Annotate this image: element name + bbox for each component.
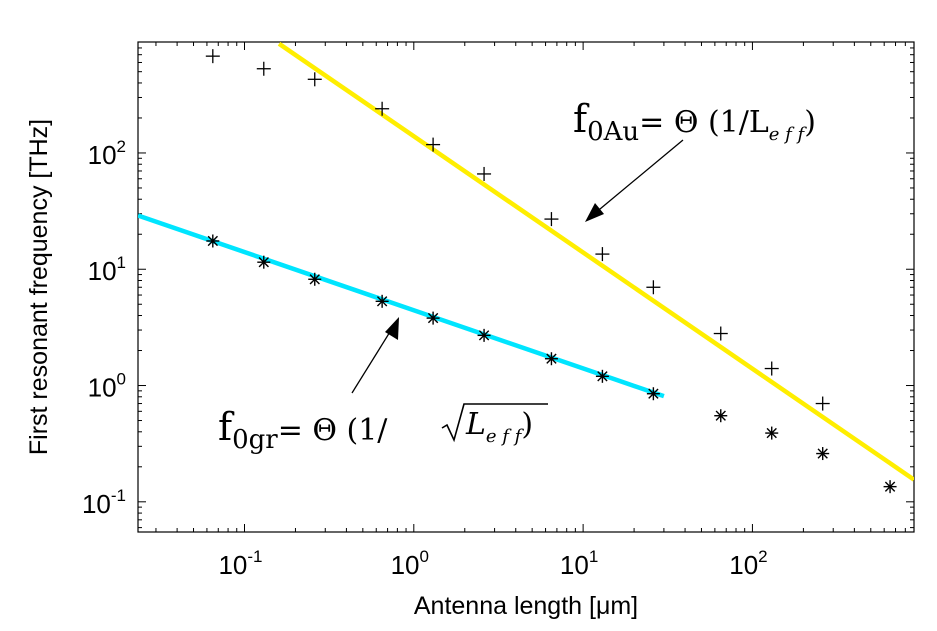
annotation-au-sub: 0Au xyxy=(587,117,639,147)
star-marker-d2 xyxy=(427,312,439,324)
annotation-au-eff: e f f xyxy=(769,124,808,145)
plot-frame xyxy=(137,41,915,533)
plus-marker xyxy=(646,280,661,295)
plot-area xyxy=(137,41,915,533)
plus-marker xyxy=(595,247,610,262)
star-marker xyxy=(426,311,440,325)
star-marker xyxy=(206,234,220,248)
annotation-gr-main: f xyxy=(218,405,235,449)
plus-marker xyxy=(713,326,728,341)
star-marker-d2 xyxy=(817,448,828,459)
star-marker-d2 xyxy=(597,371,608,382)
arrow-au-shaft xyxy=(593,139,684,215)
x-tick-label: 10-1 xyxy=(218,547,262,580)
star-marker xyxy=(816,447,830,461)
annotation-gr-text: = Θ (1/ xyxy=(278,413,389,448)
y-tick-label: 10-1 xyxy=(82,486,126,519)
y-tick-label: 102 xyxy=(88,137,126,170)
fit-lines xyxy=(138,42,914,482)
major-ticks xyxy=(138,42,914,532)
star-marker xyxy=(308,272,322,286)
annotation-gr-radicand: L xyxy=(465,407,486,442)
star-marker xyxy=(257,255,271,269)
x-axis-title: Antenna length [μm] xyxy=(414,592,638,620)
arrow-gr-shaft xyxy=(351,326,394,394)
svg-text:Le f f): Le f f) xyxy=(465,407,533,447)
star-marker-d2 xyxy=(715,410,726,421)
y-tick-label: 101 xyxy=(88,253,126,286)
y-tick-label: 100 xyxy=(88,370,126,403)
annotation-gr-close: ) xyxy=(521,407,533,442)
arrow-au-head xyxy=(585,203,604,222)
star-marker xyxy=(477,328,491,342)
sqrt-sign xyxy=(441,403,548,443)
y-tick-labels: 10-1 100 101 102 xyxy=(82,137,126,519)
arrow-gr-head xyxy=(385,317,399,340)
fit-line-au xyxy=(277,42,914,482)
star-marker xyxy=(883,480,897,494)
star-marker-d2 xyxy=(884,481,896,492)
x-tick-label: 100 xyxy=(391,547,429,580)
plus-marker xyxy=(426,137,441,152)
annotation-au: f0Au= Θ (1/Le f f) xyxy=(573,97,816,147)
plus-marker xyxy=(205,49,220,64)
annotation-au-main: f xyxy=(573,97,590,141)
svg-text:f0Au= Θ (1/Le f f): f0Au= Θ (1/Le f f) xyxy=(573,97,816,147)
data-markers xyxy=(205,49,897,494)
x-tick-label: 101 xyxy=(560,547,598,580)
star-marker xyxy=(765,426,779,440)
star-marker-d2 xyxy=(478,330,490,341)
annotation-au-text: = Θ (1/L xyxy=(639,105,769,140)
star-marker xyxy=(544,352,558,366)
annotation-gr-eff: e f f xyxy=(486,426,525,447)
fit-line-gr xyxy=(138,213,665,399)
star-marker xyxy=(646,387,660,401)
x-tick-labels: 10-1 100 101 102 xyxy=(218,547,767,580)
star-marker-d2 xyxy=(766,427,777,439)
star-marker-d2 xyxy=(309,274,320,285)
star-marker-d2 xyxy=(258,257,269,268)
star-marker-d2 xyxy=(546,353,557,364)
plus-marker xyxy=(764,361,779,376)
plus-marker xyxy=(375,101,390,116)
plus-marker xyxy=(477,166,492,181)
star-marker xyxy=(714,409,728,423)
star-marker-d2 xyxy=(648,388,659,399)
annotation-gr-sub: 0gr xyxy=(232,425,278,455)
x-tick-label: 102 xyxy=(729,547,767,580)
plus-marker xyxy=(256,61,271,76)
star-marker-d2 xyxy=(207,235,218,247)
star-marker xyxy=(595,369,609,383)
annotation-gr: f0gr= Θ (1/ Le f f) xyxy=(218,403,548,455)
star-marker-d2 xyxy=(376,296,388,307)
star-marker xyxy=(375,294,389,308)
annotation-au-arrow xyxy=(585,139,684,222)
plus-marker xyxy=(307,72,322,87)
annotation-gr-arrow xyxy=(351,317,399,394)
plus-marker xyxy=(544,212,559,227)
plus-marker xyxy=(815,396,830,411)
svg-text:f0gr= Θ (1/: f0gr= Θ (1/ xyxy=(218,405,388,455)
minor-ticks xyxy=(138,41,915,532)
y-axis-title: First resonant frequency [THz] xyxy=(25,119,53,455)
annotation-au-close: ) xyxy=(804,105,816,140)
